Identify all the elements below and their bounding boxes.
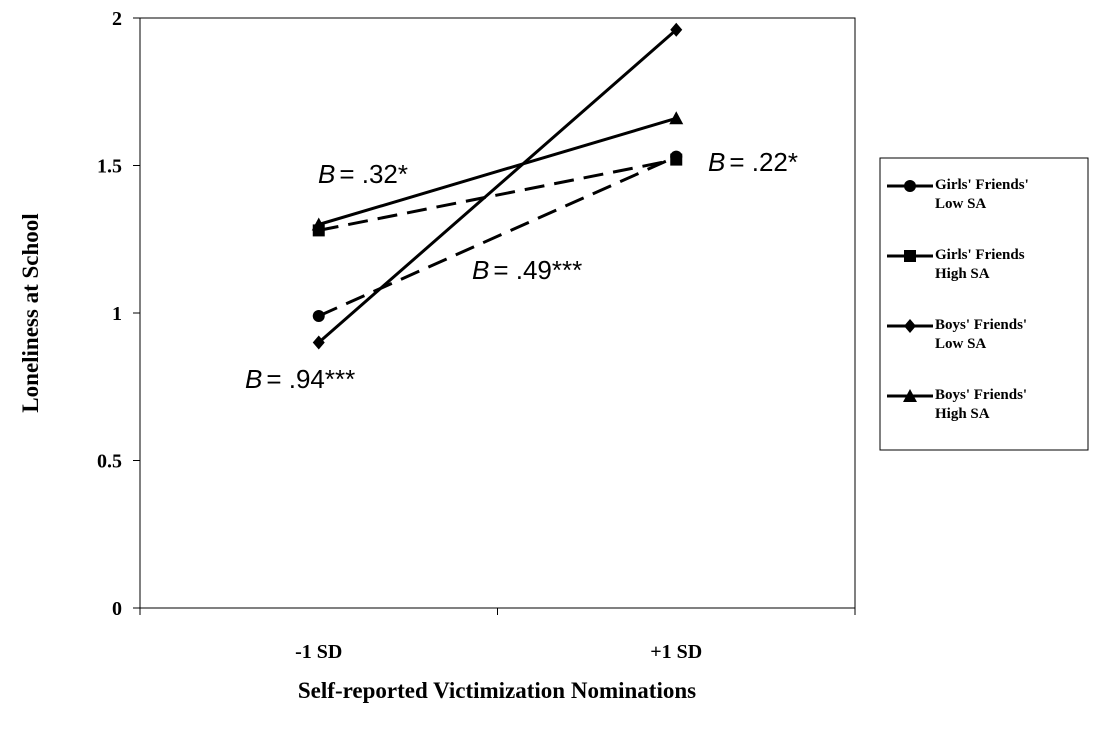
legend-label-box: Girls' Friends High SA <box>935 247 1025 282</box>
annotation-text: = .32* <box>339 159 408 189</box>
legend-label: Girls' Friends' Low SA <box>935 177 1029 212</box>
y-tick-label: 0 <box>112 598 122 620</box>
annotation-text: = .94*** <box>266 364 355 394</box>
x-tick-label: +1 SD <box>650 641 702 663</box>
annotation-symbol: B <box>708 147 725 177</box>
annotation-text: = .49*** <box>493 255 582 285</box>
legend-label: Girls' Friends High SA <box>935 247 1025 282</box>
annotation-text: = .22* <box>729 147 798 177</box>
x-tick-label: -1 SD <box>295 641 342 663</box>
y-tick-label: 1 <box>112 303 122 325</box>
series-line <box>318 116 677 226</box>
marker <box>311 217 326 231</box>
series-line <box>318 158 677 232</box>
legend-label: Boys' Friends' High SA <box>935 387 1028 422</box>
y-tick-label: 2 <box>112 8 122 30</box>
legend-label-box: Girls' Friends' Low SA <box>935 177 1029 212</box>
legend-label-box: Boys' Friends' High SA <box>935 387 1028 422</box>
legend-label: Boys' Friends' Low SA <box>935 317 1028 352</box>
marker <box>312 309 325 322</box>
marker <box>669 111 684 125</box>
plot-frame <box>139 17 856 609</box>
y-tick-label: 1.5 <box>97 156 122 178</box>
legend-label-box: Boys' Friends' Low SA <box>935 317 1028 352</box>
annotation: B = .49*** <box>472 255 582 285</box>
marker <box>670 153 683 166</box>
marker <box>904 180 916 192</box>
series-line <box>317 28 678 344</box>
annotation: B = .22* <box>708 147 798 177</box>
annotation: B = .32* <box>318 159 408 189</box>
y-tick-label: 0.5 <box>97 451 122 473</box>
marker <box>670 22 683 37</box>
annotation: B = .94*** <box>245 364 355 394</box>
marker <box>904 250 916 262</box>
annotation-symbol: B <box>318 159 335 189</box>
annotation-symbol: B <box>245 364 262 394</box>
y-axis-title: Loneliness at School <box>18 213 43 412</box>
x-axis-title: Self-reported Victimization Nominations <box>298 678 696 703</box>
marker <box>312 335 325 350</box>
marker <box>903 389 917 402</box>
marker <box>904 319 916 333</box>
annotation-symbol: B <box>472 255 489 285</box>
